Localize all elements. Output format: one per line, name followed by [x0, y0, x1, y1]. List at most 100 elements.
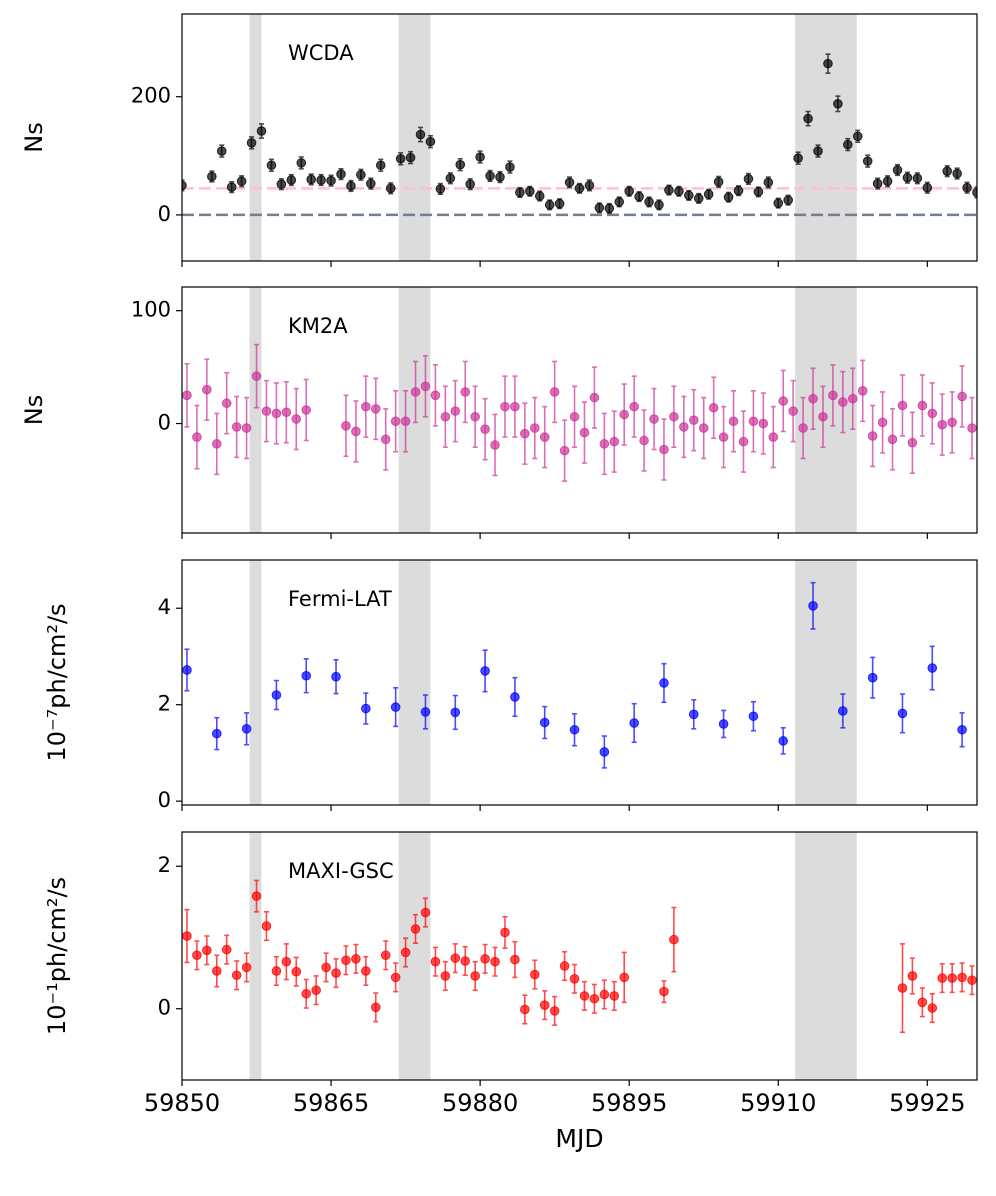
point: [569, 411, 580, 422]
point: [554, 198, 565, 209]
point: [713, 177, 724, 187]
point: [927, 408, 938, 419]
point: [241, 723, 252, 734]
x-tick-label: 59925: [889, 1089, 965, 1117]
point: [698, 423, 709, 433]
point: [510, 401, 520, 412]
shaded-span: [249, 832, 262, 1080]
plot-area: [182, 560, 967, 805]
point: [877, 417, 888, 428]
point: [480, 954, 490, 964]
point: [912, 173, 923, 184]
point: [609, 436, 620, 447]
point: [544, 200, 555, 210]
point: [351, 426, 361, 437]
point: [833, 99, 843, 109]
panel-annotation: Fermi-LAT: [288, 587, 392, 611]
point: [534, 191, 545, 201]
point: [589, 993, 600, 1004]
point: [221, 398, 232, 409]
point: [529, 423, 540, 433]
point: [927, 663, 938, 673]
point: [574, 183, 585, 194]
point: [306, 174, 316, 185]
point: [331, 968, 341, 978]
point: [192, 950, 202, 961]
point: [450, 707, 461, 718]
point: [569, 974, 580, 984]
point: [420, 707, 431, 717]
point: [798, 423, 808, 433]
point: [897, 983, 908, 993]
shaded-span: [795, 287, 857, 533]
axes-frame: [181, 286, 978, 534]
point: [828, 390, 838, 401]
point: [539, 432, 550, 442]
y-axis-label: Ns: [20, 122, 48, 152]
point: [942, 166, 952, 176]
point: [241, 423, 252, 433]
y-tick-label: 100: [131, 298, 171, 322]
point: [500, 927, 510, 938]
point: [286, 175, 297, 185]
point: [380, 950, 391, 961]
point: [539, 1000, 550, 1010]
point: [688, 415, 699, 425]
error-bar: [974, 186, 977, 199]
shaded-span: [795, 14, 857, 261]
point: [192, 432, 202, 442]
point: [420, 907, 431, 918]
point: [748, 416, 759, 427]
point: [435, 184, 446, 194]
shaded-span: [795, 832, 857, 1080]
x-tick-label: 59850: [144, 1089, 220, 1117]
point: [708, 402, 719, 413]
point: [584, 180, 595, 191]
point: [962, 182, 972, 193]
x-tick-label: 59895: [591, 1089, 667, 1117]
point: [644, 197, 654, 207]
panel-annotation: MAXI-GSC: [288, 859, 394, 883]
point: [957, 391, 967, 402]
point: [510, 692, 520, 702]
point: [669, 934, 679, 945]
axes-frame: [181, 559, 978, 806]
point: [967, 975, 977, 986]
shaded-span: [249, 560, 262, 805]
point: [669, 411, 679, 422]
point: [703, 189, 714, 200]
point: [341, 420, 351, 431]
point: [967, 423, 977, 433]
point: [768, 432, 779, 442]
y-tick-label: 4: [158, 595, 171, 619]
point: [301, 405, 312, 415]
point: [505, 162, 515, 172]
point: [718, 432, 729, 442]
point: [370, 404, 381, 414]
x-axis-label: MJD: [555, 1124, 603, 1153]
point: [559, 445, 570, 456]
point: [400, 416, 411, 427]
point: [356, 169, 366, 180]
point: [753, 187, 764, 197]
point: [380, 434, 391, 445]
point: [465, 179, 475, 189]
point: [331, 671, 341, 682]
point: [281, 407, 292, 418]
point: [808, 393, 818, 404]
point: [778, 396, 789, 406]
point: [390, 702, 401, 712]
point: [361, 401, 371, 412]
point: [251, 891, 262, 901]
point: [415, 129, 426, 140]
point: [445, 173, 456, 184]
point: [589, 392, 600, 403]
point: [758, 418, 769, 429]
point: [420, 381, 431, 392]
point: [947, 417, 957, 428]
point: [390, 416, 401, 427]
point: [495, 172, 505, 182]
point: [569, 724, 580, 735]
point: [281, 956, 292, 967]
